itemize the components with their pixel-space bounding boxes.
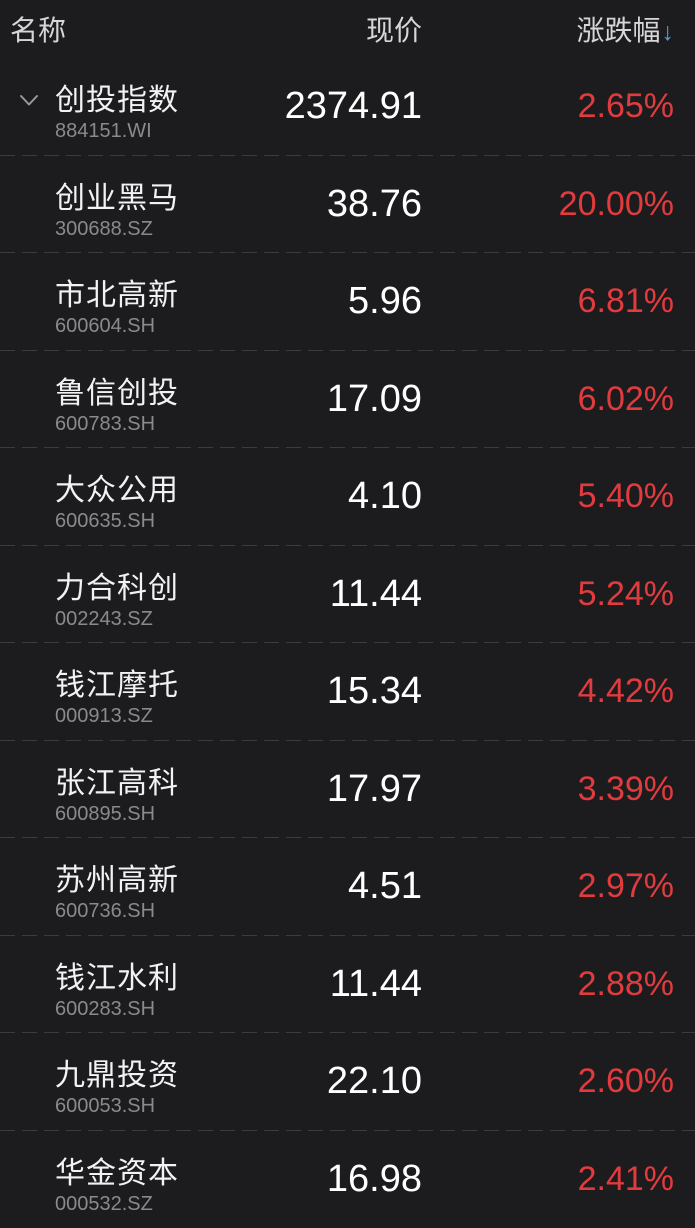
stock-price: 5.96 bbox=[348, 280, 422, 323]
stock-row[interactable]: 钱江水利 600283.SH 11.44 2.88% bbox=[0, 934, 695, 1033]
stock-price: 4.51 bbox=[348, 865, 422, 908]
stock-code: 600635.SH bbox=[55, 510, 156, 532]
stock-price: 11.44 bbox=[329, 572, 422, 615]
stock-name-block: 苏州高新 600736.SH bbox=[0, 837, 250, 935]
stock-row[interactable]: 力合科创 002243.SZ 11.44 5.24% bbox=[0, 544, 695, 643]
stock-change-percent: 20.00% bbox=[558, 184, 674, 223]
column-header-change-label: 涨跌幅 bbox=[576, 14, 661, 46]
stock-name: 市北高新 bbox=[55, 279, 179, 312]
stock-code: 002243.SZ bbox=[55, 607, 153, 630]
stock-name: 钱江摩托 bbox=[55, 669, 179, 702]
stock-price: 15.34 bbox=[326, 670, 422, 713]
stock-code: 600283.SH bbox=[55, 997, 156, 1020]
column-header-price[interactable]: 现价 bbox=[365, 14, 422, 46]
stock-name-block: 创投指数 884151.WI bbox=[0, 57, 250, 155]
stock-name: 创投指数 bbox=[55, 84, 179, 117]
stock-change-percent: 5.40% bbox=[577, 477, 674, 516]
stock-row[interactable]: 市北高新 600604.SH 5.96 6.81% bbox=[0, 252, 695, 350]
stock-name-block: 市北高新 600604.SH bbox=[0, 252, 250, 350]
column-header-name[interactable]: 名称 bbox=[10, 14, 67, 46]
stock-code: 000532.SZ bbox=[55, 1192, 153, 1215]
stock-code: 600736.SH bbox=[55, 900, 156, 922]
stock-name-block: 九鼎投资 600053.SH bbox=[0, 1032, 250, 1130]
stock-price: 17.97 bbox=[326, 767, 422, 810]
stock-row[interactable]: 钱江摩托 000913.SZ 15.34 4.42% bbox=[0, 642, 695, 740]
stock-row[interactable]: 创投指数 884151.WI 2374.91 2.65% bbox=[0, 57, 695, 155]
stock-code: 600895.SH bbox=[55, 802, 156, 825]
stock-code: 600783.SH bbox=[55, 412, 156, 435]
stock-row[interactable]: 鲁信创投 600783.SH 17.09 6.02% bbox=[0, 349, 695, 448]
stock-name-block: 钱江水利 600283.SH bbox=[0, 935, 250, 1033]
stock-row[interactable]: 大众公用 600635.SH 4.10 5.40% bbox=[0, 447, 695, 545]
stock-row[interactable]: 华金资本 000532.SZ 16.98 2.41% bbox=[0, 1129, 695, 1228]
stock-change-percent: 6.81% bbox=[577, 282, 674, 321]
sort-descending-icon: ↓ bbox=[661, 17, 675, 46]
stock-name: 苏州高新 bbox=[55, 864, 179, 897]
stock-code: 600604.SH bbox=[55, 315, 156, 337]
chevron-down-icon[interactable] bbox=[19, 94, 39, 107]
stock-name: 大众公用 bbox=[55, 474, 179, 507]
stock-change-percent: 5.24% bbox=[577, 574, 674, 613]
stock-change-percent: 4.42% bbox=[577, 672, 674, 711]
stock-name-block: 鲁信创投 600783.SH bbox=[0, 350, 250, 448]
stock-price: 22.10 bbox=[326, 1060, 422, 1103]
stock-change-percent: 2.60% bbox=[577, 1062, 674, 1101]
stock-name: 张江高科 bbox=[55, 766, 179, 800]
stock-code: 600053.SH bbox=[55, 1095, 156, 1117]
stock-name-block: 华金资本 000532.SZ bbox=[0, 1130, 250, 1228]
stock-name: 华金资本 bbox=[55, 1156, 179, 1190]
stock-price: 17.09 bbox=[326, 377, 422, 420]
stock-name-block: 钱江摩托 000913.SZ bbox=[0, 642, 250, 740]
stock-name-block: 力合科创 002243.SZ bbox=[0, 545, 250, 643]
stock-name-block: 大众公用 600635.SH bbox=[0, 447, 250, 545]
stock-row[interactable]: 九鼎投资 600053.SH 22.10 2.60% bbox=[0, 1032, 695, 1130]
stock-price: 38.76 bbox=[326, 182, 422, 225]
stock-price: 11.44 bbox=[329, 962, 422, 1005]
stock-name-block: 创业黑马 300688.SZ bbox=[0, 155, 250, 253]
stock-change-percent: 2.41% bbox=[577, 1159, 674, 1198]
stock-price: 4.10 bbox=[348, 475, 422, 518]
stock-change-percent: 3.39% bbox=[577, 769, 674, 808]
stock-change-percent: 6.02% bbox=[577, 379, 674, 418]
stock-name: 九鼎投资 bbox=[55, 1059, 179, 1092]
stock-price: 16.98 bbox=[326, 1157, 422, 1200]
stock-table-body: 创投指数 884151.WI 2374.91 2.65% 创业黑马 300688… bbox=[0, 57, 695, 1227]
stock-row[interactable]: 苏州高新 600736.SH 4.51 2.97% bbox=[0, 837, 695, 935]
stock-name-block: 张江高科 600895.SH bbox=[0, 740, 250, 838]
stock-change-percent: 2.97% bbox=[577, 867, 674, 906]
stock-price: 2374.91 bbox=[284, 85, 422, 128]
column-header-change[interactable]: 涨跌幅↓ bbox=[422, 9, 674, 49]
stock-name: 力合科创 bbox=[55, 571, 179, 605]
table-header: 名称 现价 涨跌幅↓ bbox=[0, 0, 695, 57]
stock-change-percent: 2.88% bbox=[577, 964, 674, 1003]
stock-row[interactable]: 张江高科 600895.SH 17.97 3.39% bbox=[0, 739, 695, 838]
stock-change-percent: 2.65% bbox=[577, 87, 674, 126]
stock-name: 钱江水利 bbox=[55, 961, 179, 995]
stock-name: 创业黑马 bbox=[55, 181, 179, 215]
stock-row[interactable]: 创业黑马 300688.SZ 38.76 20.00% bbox=[0, 154, 695, 253]
stock-code: 000913.SZ bbox=[55, 705, 153, 727]
stock-name: 鲁信创投 bbox=[55, 376, 179, 410]
stock-code: 300688.SZ bbox=[55, 217, 153, 240]
stock-code: 884151.WI bbox=[55, 120, 152, 142]
